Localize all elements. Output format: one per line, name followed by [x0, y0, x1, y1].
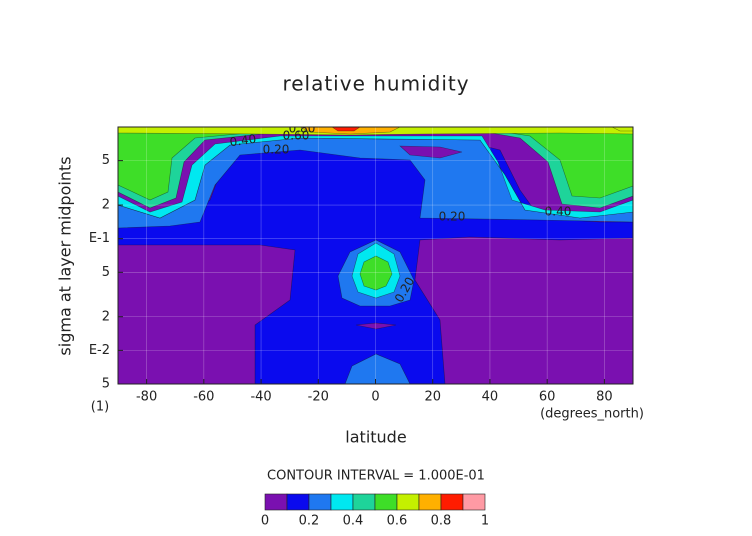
x-tick-label: 80 [596, 390, 613, 405]
y-tick-label: 5 [102, 153, 110, 168]
x-tick-label: 60 [539, 390, 556, 405]
contour-region [118, 135, 633, 219]
contour-region [355, 322, 397, 330]
colorbar-swatch [352, 493, 376, 511]
colorbar-tick-label: 0 [261, 514, 269, 529]
y-tick-label: 2 [102, 309, 110, 324]
y-tick-label: E-1 [89, 231, 110, 246]
contour-region [331, 127, 361, 132]
contour-label: 0.60 [283, 129, 310, 143]
contour-interval: CONTOUR INTERVAL = 1.000E-01 [267, 469, 485, 484]
y-tick-label: 5 [102, 377, 110, 392]
x-tick-label: 20 [424, 390, 441, 405]
colorbar-swatch [374, 493, 398, 511]
contour-label: 0.80 [289, 122, 316, 136]
contour-label: 0.40 [229, 132, 257, 150]
colorbar-swatch [264, 493, 288, 511]
x-tick-label: -40 [250, 390, 271, 405]
colorbar-swatch [286, 493, 310, 511]
y-tick-label: 5 [102, 265, 110, 280]
contour-region [359, 255, 393, 291]
x-tick-label: 0 [371, 390, 379, 405]
contour-region [611, 127, 633, 132]
contour-label: 0.20 [439, 210, 466, 224]
colorbar-tick-label: 0.6 [387, 514, 408, 529]
colorbar-tick-label: 0.4 [343, 514, 364, 529]
y-axis-label: sigma at layer midpoints [56, 156, 75, 355]
contour-region [399, 145, 463, 159]
plot-area: 0.800.40 0.600.200.20 0.400.20 [118, 122, 633, 384]
colorbar-swatch [418, 493, 442, 511]
colorbar-swatch [440, 493, 464, 511]
x-axis-label: latitude [345, 428, 406, 447]
colorbar-tick-label: 1 [481, 514, 489, 529]
chart-title: relative humidity [282, 72, 469, 96]
y-tick-label: E-2 [89, 343, 110, 358]
y-unit: (1) [91, 400, 109, 415]
colorbar-swatch [330, 493, 354, 511]
y-tick-label: 2 [102, 198, 110, 213]
colorbar-tick-label: 0.2 [299, 514, 320, 529]
x-tick-label: 40 [482, 390, 499, 405]
colorbar-swatch [308, 493, 332, 511]
colorbar-swatch [462, 493, 486, 511]
colorbar-tick-label: 0.8 [431, 514, 452, 529]
x-tick-label: -20 [308, 390, 329, 405]
x-unit: (degrees_north) [540, 407, 644, 422]
contour-label: 0.20 [263, 143, 290, 157]
contour-label: 0.40 [545, 205, 572, 219]
contour-region [344, 353, 411, 384]
colorbar-swatch [396, 493, 420, 511]
x-tick-label: -60 [193, 390, 214, 405]
x-tick-label: -80 [136, 390, 157, 405]
